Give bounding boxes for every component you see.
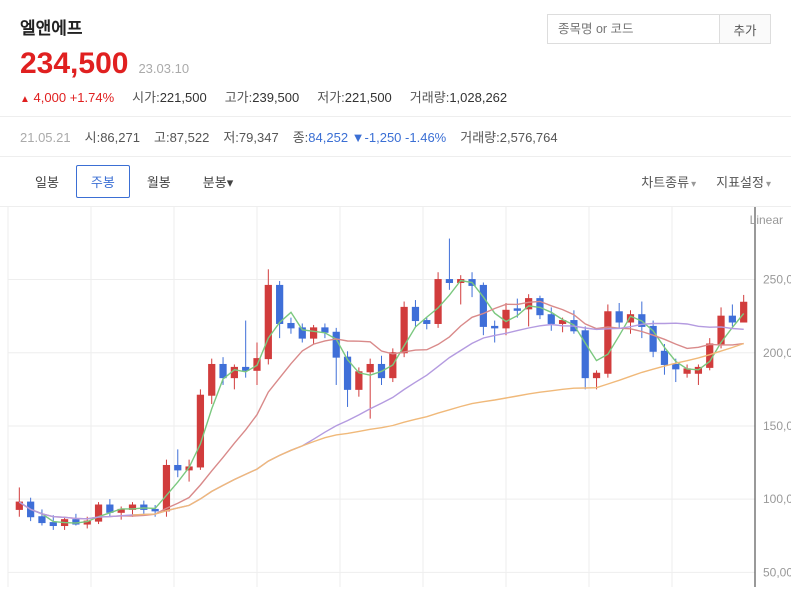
- stock-name: 엘앤에프: [20, 14, 507, 39]
- add-stock-button[interactable]: 추가: [719, 14, 771, 44]
- svg-text:50,000: 50,000: [763, 565, 791, 579]
- svg-text:200,000: 200,000: [763, 346, 791, 360]
- low-item: 저가:221,500: [317, 87, 392, 106]
- chart-type-dropdown[interactable]: 차트종류 ▾: [641, 172, 696, 191]
- hover-low: 저:79,347: [223, 127, 278, 146]
- header-top-row: 엘앤에프 234,500 23.03.10 ▲ 4,000 +1.74% 시가:…: [20, 14, 771, 106]
- hover-open: 시:86,271: [85, 127, 140, 146]
- hover-info-row: 21.05.21 시:86,271 고:87,522 저:79,347 종:84…: [0, 117, 791, 157]
- minute-tab-chevron-icon: ▾: [227, 175, 234, 190]
- change-amount: ▲ 4,000 +1.74%: [20, 90, 114, 105]
- header: 엘앤에프 234,500 23.03.10 ▲ 4,000 +1.74% 시가:…: [0, 0, 791, 117]
- header-left: 엘앤에프 234,500 23.03.10 ▲ 4,000 +1.74% 시가:…: [20, 14, 507, 106]
- price-row: 234,500 23.03.10: [20, 47, 507, 81]
- hover-change-value: ▼-1,250 -1.46%: [352, 130, 447, 145]
- search-box: 추가: [547, 14, 771, 44]
- high-item: 고가:239,500: [225, 87, 300, 106]
- chart-type-chevron-icon: ▾: [691, 179, 696, 190]
- svg-text:150,000: 150,000: [763, 419, 791, 433]
- svg-text:250,000: 250,000: [763, 273, 791, 287]
- current-price: 234,500: [20, 47, 128, 81]
- hover-date: 21.05.21: [20, 130, 71, 145]
- controls-row: 일봉 주봉 월봉 분봉▾ 차트종류 ▾ 지표설정 ▾: [0, 157, 791, 207]
- tab-daily[interactable]: 일봉: [20, 165, 74, 198]
- period-tabs: 일봉 주봉 월봉 분봉▾: [20, 165, 248, 198]
- candlestick-chart[interactable]: Linear 50,000 100,000 150,000 200,000 250,00…: [0, 207, 791, 602]
- hover-close: 종:84,252 ▼-1,250 -1.46%: [293, 127, 447, 146]
- stock-search-input[interactable]: [547, 14, 719, 44]
- right-dropdowns: 차트종류 ▾ 지표설정 ▾: [641, 172, 771, 191]
- change-row: ▲ 4,000 +1.74% 시가:221,500 고가:239,500 저가:…: [20, 87, 507, 106]
- tab-minute[interactable]: 분봉▾: [188, 165, 248, 198]
- indicator-setting-chevron-icon: ▾: [766, 179, 771, 190]
- hover-volume: 거래량:2,576,764: [460, 127, 557, 146]
- tab-monthly[interactable]: 월봉: [132, 165, 186, 198]
- chart-svg: 50,000 100,000 150,000 200,000 250,000: [0, 207, 791, 602]
- volume-item: 거래량:1,028,262: [410, 87, 507, 106]
- svg-text:100,000: 100,000: [763, 492, 791, 506]
- price-date: 23.03.10: [138, 61, 189, 76]
- open-item: 시가:221,500: [132, 87, 207, 106]
- scale-linear-label: Linear: [750, 213, 783, 227]
- hover-high: 고:87,522: [154, 127, 209, 146]
- indicator-setting-dropdown[interactable]: 지표설정 ▾: [716, 172, 771, 191]
- tab-weekly[interactable]: 주봉: [76, 165, 130, 198]
